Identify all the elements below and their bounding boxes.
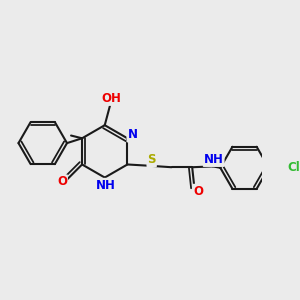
Text: O: O — [194, 185, 203, 198]
Text: NH: NH — [96, 179, 116, 192]
Text: Cl: Cl — [288, 161, 300, 174]
Text: S: S — [147, 153, 156, 166]
Text: OH: OH — [102, 92, 122, 105]
Text: N: N — [128, 128, 137, 142]
Text: NH: NH — [204, 153, 224, 166]
Text: O: O — [57, 175, 67, 188]
